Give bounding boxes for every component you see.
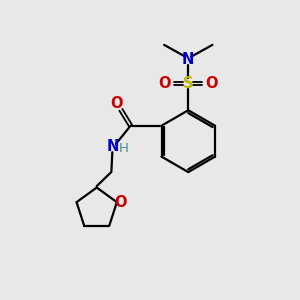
Text: S: S — [183, 76, 194, 91]
Text: N: N — [107, 140, 119, 154]
Text: O: O — [158, 76, 171, 91]
Text: N: N — [182, 52, 194, 67]
Text: O: O — [206, 76, 218, 91]
Text: H: H — [118, 142, 128, 155]
Text: O: O — [110, 95, 123, 110]
Text: O: O — [114, 195, 127, 210]
